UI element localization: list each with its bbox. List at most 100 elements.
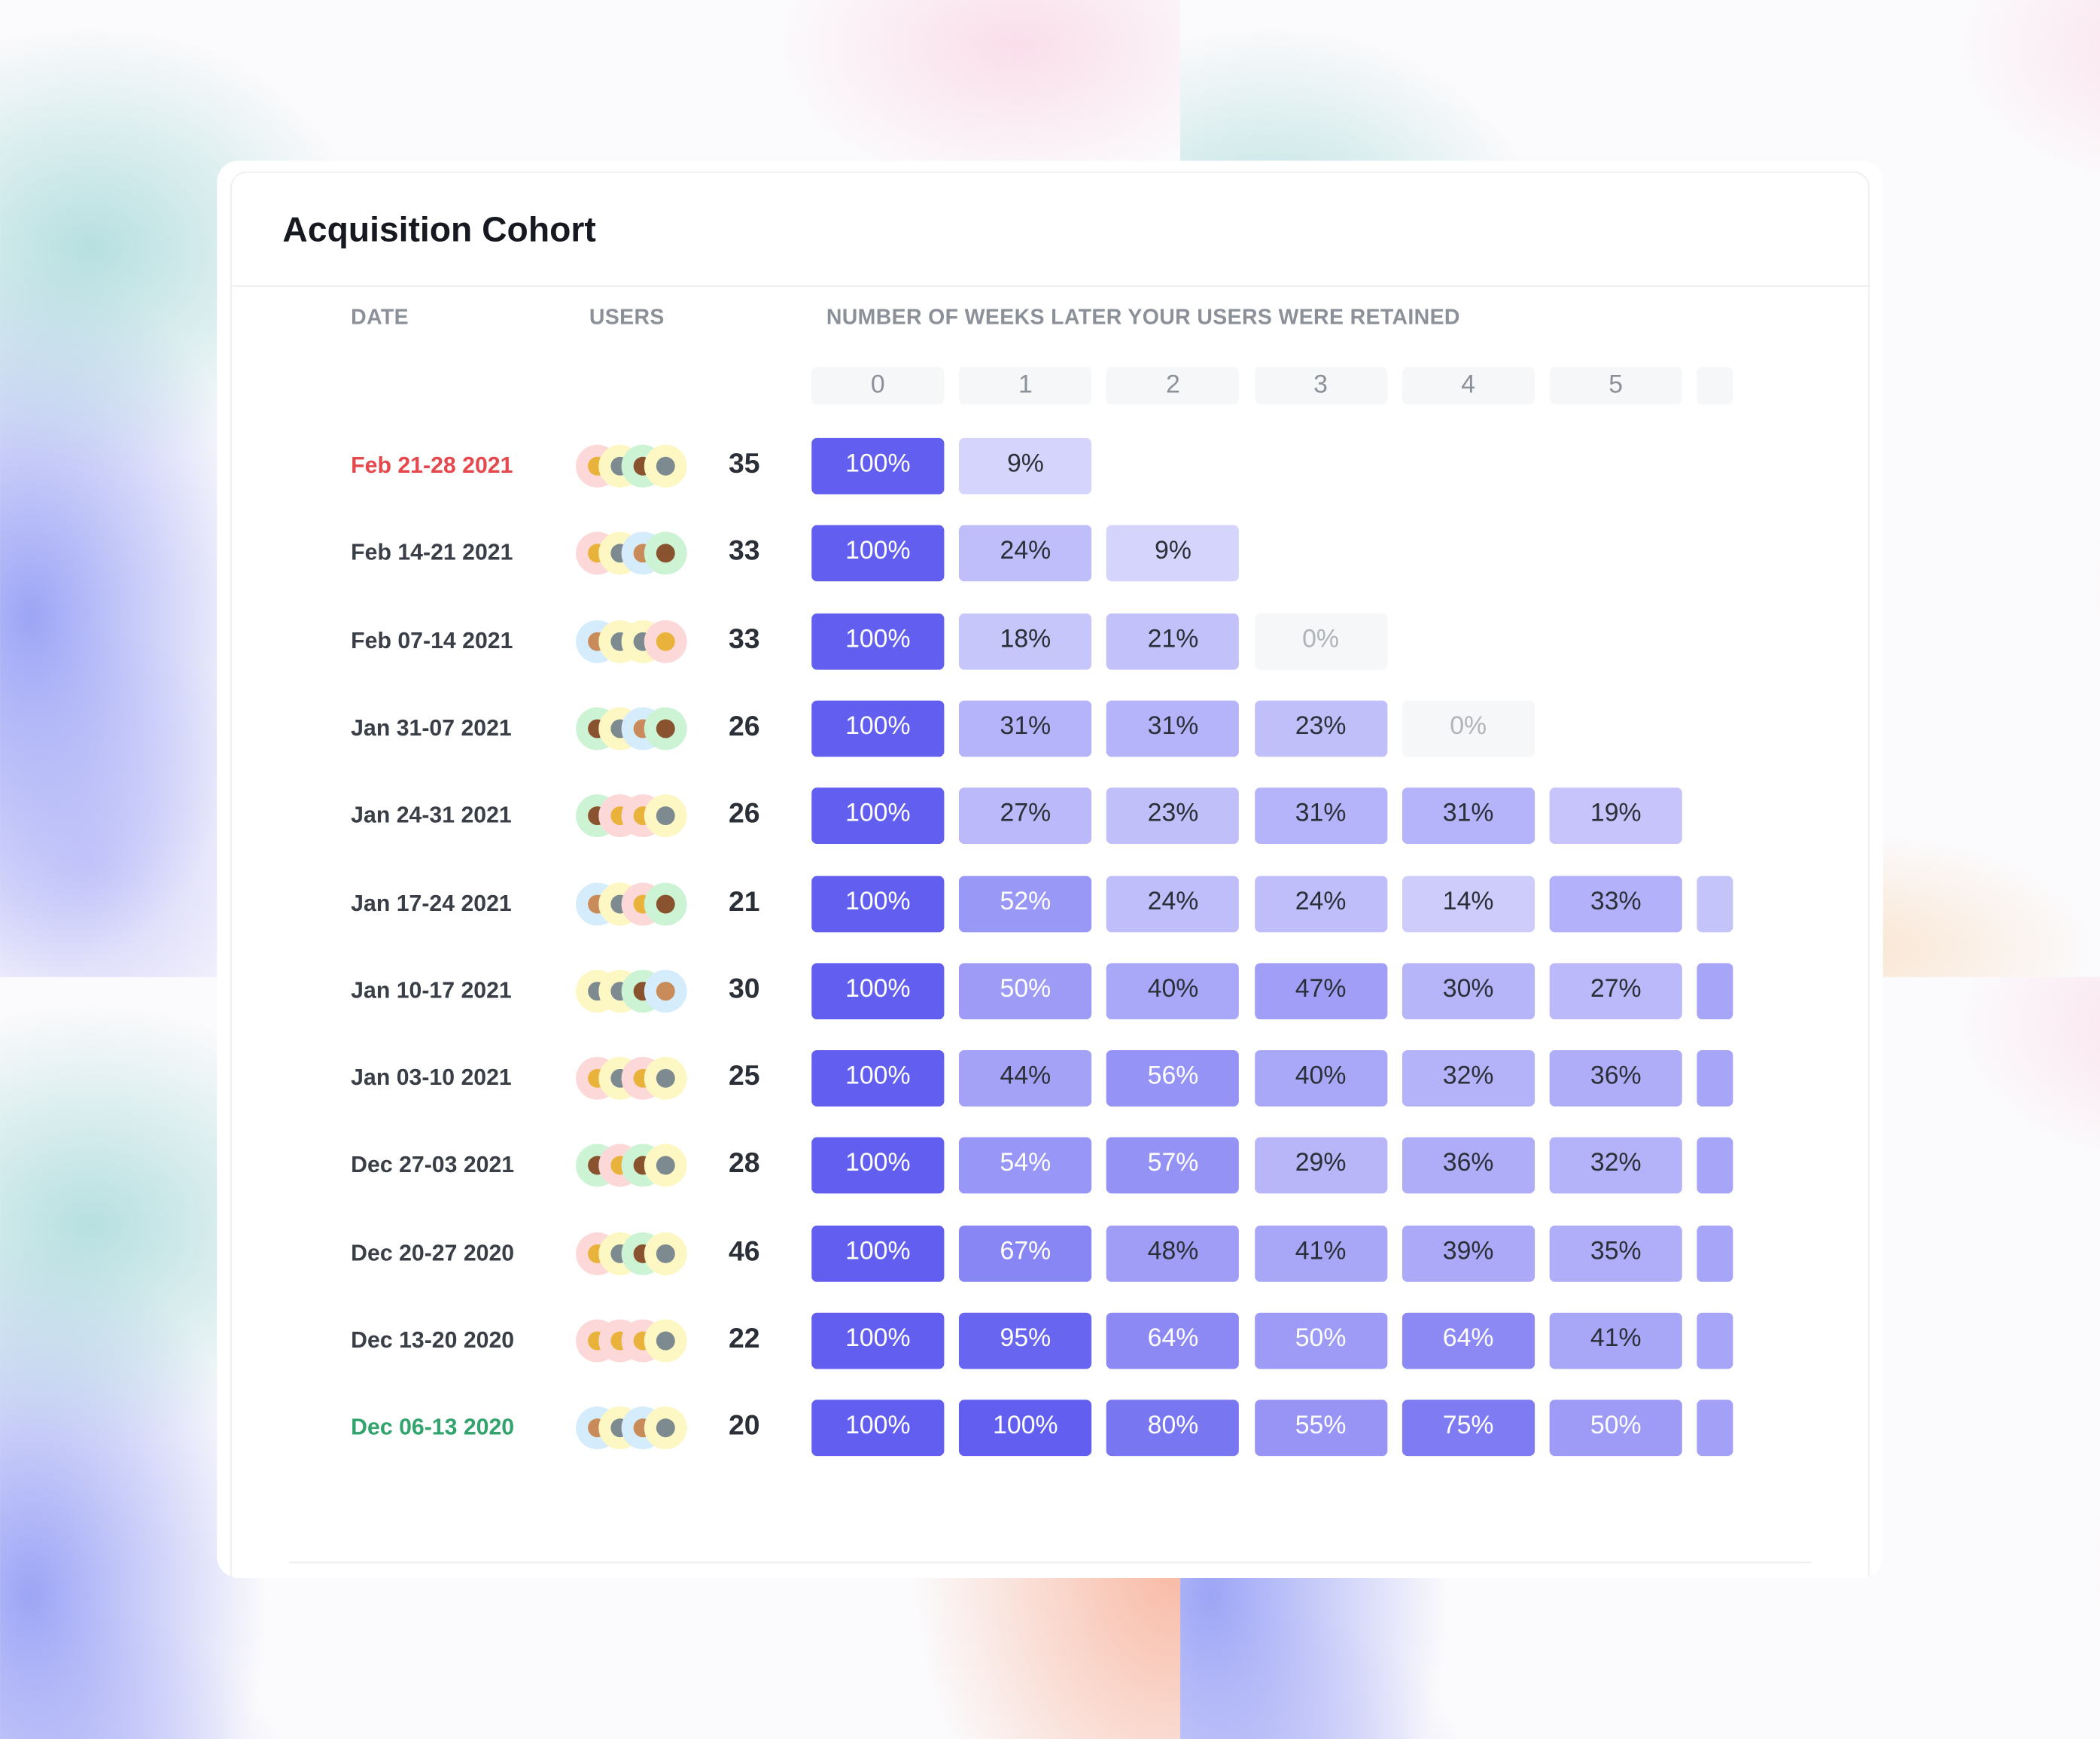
retention-cell-week-2[interactable]: 64% (1106, 1312, 1240, 1369)
cohort-row: Jan 10-17 2021 30 100% 50% 40% 47% 30% 27% (217, 961, 1882, 1020)
avatar-koala[interactable] (644, 1144, 687, 1188)
retention-cell-week-2[interactable]: 21% (1106, 613, 1240, 669)
retention-cell-week-4[interactable]: 14% (1402, 875, 1535, 932)
retention-cell-week-6[interactable] (1697, 1312, 1733, 1369)
avatar-koala[interactable] (644, 444, 687, 488)
cohort-row: Feb 14-21 2021 33 100% 24% 9% (217, 524, 1882, 583)
avatar-bear[interactable] (644, 882, 687, 925)
retention-cell-week-6[interactable] (1697, 1138, 1733, 1195)
user-avatar-group[interactable] (576, 620, 710, 663)
retention-cell-week-3[interactable]: 24% (1254, 875, 1387, 932)
retention-cell-week-5[interactable]: 27% (1549, 962, 1682, 1019)
retention-cell-week-1[interactable]: 52% (959, 875, 1092, 932)
user-avatar-group[interactable] (576, 969, 710, 1013)
user-avatar-group[interactable] (576, 707, 710, 751)
user-avatar-group[interactable] (576, 531, 710, 575)
retention-cell-week-2[interactable]: 56% (1106, 1050, 1240, 1107)
retention-cell-week-1[interactable]: 18% (959, 613, 1092, 669)
retention-cell-week-4[interactable]: 36% (1402, 1138, 1535, 1195)
retention-cell-week-4[interactable]: 75% (1402, 1399, 1535, 1457)
avatar-bear[interactable] (644, 531, 687, 575)
avatar-dog[interactable] (644, 969, 687, 1013)
avatar-bear[interactable] (644, 707, 687, 751)
retention-cell-week-0[interactable]: 100% (811, 787, 945, 845)
retention-cell-week-5[interactable]: 36% (1549, 1050, 1682, 1107)
retention-cell-week-1[interactable]: 44% (959, 1050, 1092, 1107)
column-header-date[interactable]: DATE (351, 306, 409, 330)
retention-cell-week-0[interactable]: 100% (811, 613, 945, 669)
retention-cell-week-0[interactable]: 100% (811, 437, 945, 495)
column-header-users[interactable]: USERS (589, 306, 665, 330)
retention-cell-week-1[interactable]: 100% (959, 1399, 1092, 1457)
retention-cell-week-3[interactable]: 55% (1254, 1399, 1387, 1457)
retention-cell-week-0[interactable]: 100% (811, 700, 945, 757)
retention-cell-week-1[interactable]: 27% (959, 787, 1092, 845)
retention-cell-week-3[interactable]: 41% (1254, 1225, 1387, 1282)
avatar-koala[interactable] (644, 1232, 687, 1275)
retention-cell-week-6[interactable] (1697, 962, 1733, 1019)
retention-cell-week-0[interactable]: 100% (811, 962, 945, 1019)
retention-cell-week-1[interactable]: 95% (959, 1312, 1092, 1369)
retention-cell-week-1[interactable]: 31% (959, 700, 1092, 757)
retention-cell-week-6[interactable] (1697, 1050, 1733, 1107)
avatar-koala[interactable] (644, 1406, 687, 1450)
retention-cell-week-3[interactable]: 31% (1254, 787, 1387, 845)
retention-cell-week-5[interactable]: 32% (1549, 1138, 1682, 1195)
retention-cell-week-3[interactable]: 23% (1254, 700, 1387, 757)
retention-cell-week-2[interactable]: 23% (1106, 787, 1240, 845)
retention-cell-week-3[interactable]: 50% (1254, 1312, 1387, 1369)
retention-cell-week-0[interactable]: 100% (811, 875, 945, 932)
retention-cell-week-2[interactable]: 57% (1106, 1138, 1240, 1195)
retention-cell-week-5[interactable]: 50% (1549, 1399, 1682, 1457)
retention-cell-week-6[interactable] (1697, 1225, 1733, 1282)
retention-cell-week-2[interactable]: 40% (1106, 962, 1240, 1019)
retention-cell-week-0[interactable]: 100% (811, 1312, 945, 1369)
retention-cell-week-2[interactable]: 9% (1106, 525, 1240, 582)
avatar-koala[interactable] (644, 794, 687, 838)
retention-cell-week-5[interactable]: 19% (1549, 787, 1682, 845)
retention-cell-week-3[interactable]: 40% (1254, 1050, 1387, 1107)
user-avatar-group[interactable] (576, 1319, 710, 1363)
user-avatar-group[interactable] (576, 1406, 710, 1450)
user-count: 28 (728, 1148, 760, 1180)
retention-cell-week-3[interactable]: 47% (1254, 962, 1387, 1019)
retention-cell-week-0[interactable]: 100% (811, 1050, 945, 1107)
retention-cell-week-2[interactable]: 48% (1106, 1225, 1240, 1282)
retention-cell-week-1[interactable]: 67% (959, 1225, 1092, 1282)
koala-icon (656, 456, 675, 476)
retention-cell-week-0[interactable]: 100% (811, 1138, 945, 1195)
retention-cell-week-3[interactable]: 29% (1254, 1138, 1387, 1195)
retention-cell-week-4[interactable]: 0% (1402, 700, 1535, 757)
retention-cell-week-4[interactable]: 32% (1402, 1050, 1535, 1107)
retention-cell-week-5[interactable]: 41% (1549, 1312, 1682, 1369)
user-avatar-group[interactable] (576, 1232, 710, 1275)
retention-cell-week-0[interactable]: 100% (811, 1399, 945, 1457)
avatar-koala[interactable] (644, 1319, 687, 1363)
retention-cell-week-2[interactable]: 80% (1106, 1399, 1240, 1457)
retention-cell-week-3[interactable]: 0% (1254, 613, 1387, 669)
retention-cell-week-5[interactable]: 35% (1549, 1225, 1682, 1282)
retention-cell-week-5[interactable]: 33% (1549, 875, 1682, 932)
retention-cell-week-6[interactable] (1697, 875, 1733, 932)
user-avatar-group[interactable] (576, 882, 710, 925)
retention-cell-week-2[interactable]: 24% (1106, 875, 1240, 932)
retention-cell-week-2[interactable]: 31% (1106, 700, 1240, 757)
avatar-koala[interactable] (644, 1057, 687, 1100)
user-avatar-group[interactable] (576, 444, 710, 488)
avatar-cat[interactable] (644, 620, 687, 663)
retention-cell-week-6[interactable] (1697, 1399, 1733, 1457)
retention-cell-week-0[interactable]: 100% (811, 1225, 945, 1282)
koala-icon (656, 806, 675, 826)
retention-cell-week-4[interactable]: 31% (1402, 787, 1535, 845)
retention-cell-week-1[interactable]: 24% (959, 525, 1092, 582)
retention-cell-week-4[interactable]: 64% (1402, 1312, 1535, 1369)
retention-cell-week-1[interactable]: 54% (959, 1138, 1092, 1195)
user-avatar-group[interactable] (576, 1057, 710, 1100)
retention-cell-week-1[interactable]: 9% (959, 437, 1092, 495)
user-avatar-group[interactable] (576, 794, 710, 838)
user-avatar-group[interactable] (576, 1144, 710, 1188)
retention-cell-week-4[interactable]: 30% (1402, 962, 1535, 1019)
retention-cell-week-1[interactable]: 50% (959, 962, 1092, 1019)
retention-cell-week-4[interactable]: 39% (1402, 1225, 1535, 1282)
retention-cell-week-0[interactable]: 100% (811, 525, 945, 582)
